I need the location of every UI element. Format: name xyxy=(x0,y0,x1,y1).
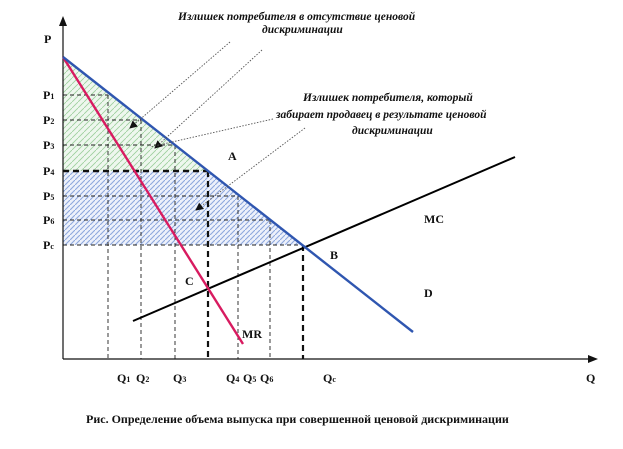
quantity-label-q3: Q3 xyxy=(173,371,186,385)
point-a-label: A xyxy=(228,149,237,163)
quantity-label-q1: Q1 xyxy=(117,371,130,385)
quantity-labels: Q1 Q2 Q3 Q4 Q5 Q6 Qc xyxy=(117,371,336,385)
price-label-p1: P1 xyxy=(43,88,54,102)
figure-caption: Рис. Определение объема выпуска при сове… xyxy=(86,412,509,426)
point-c-label: C xyxy=(185,274,194,288)
y-axis-label: P xyxy=(44,32,51,46)
quantity-label-q2: Q2 xyxy=(136,371,149,385)
annotation-mid-line3: дискриминации xyxy=(352,125,433,137)
point-b-label: B xyxy=(330,248,338,262)
quantity-label-qc: Qc xyxy=(323,371,336,385)
annotation-top-line2: дискриминации xyxy=(262,24,343,36)
price-label-p6: P6 xyxy=(43,213,54,227)
annotation-mid-line1: Излишек потребителя, который xyxy=(302,91,473,104)
d-label: D xyxy=(424,286,433,300)
mr-curve xyxy=(61,56,245,345)
quantity-label-q4: Q4 xyxy=(226,371,239,385)
vertical-guides xyxy=(107,95,271,359)
x-axis-arrow xyxy=(588,355,598,363)
price-label-p5: P5 xyxy=(43,189,54,203)
mc-label: MC xyxy=(424,212,444,226)
annotation-mid-line2: забирает продавец в результате ценовой xyxy=(275,108,487,121)
annotation-arrows xyxy=(129,41,306,211)
x-axis-label: Q xyxy=(586,371,595,385)
annotation-top-line1: Излишек потребителя в отсутствие ценовой xyxy=(177,10,416,23)
price-label-p2: P2 xyxy=(43,113,54,127)
price-label-p4: P4 xyxy=(43,164,54,178)
price-label-pc: Pc xyxy=(43,238,54,252)
y-axis-arrow xyxy=(59,16,67,26)
price-labels: P1 P2 P3 P4 P5 P6 Pc xyxy=(43,88,54,252)
quantity-label-q5: Q5 xyxy=(243,371,256,385)
demand-curve xyxy=(62,56,414,333)
mr-label: MR xyxy=(242,327,262,341)
mc-curve xyxy=(132,156,516,322)
captured-surplus-area xyxy=(63,171,303,245)
price-label-p3: P3 xyxy=(43,138,54,152)
quantity-label-q6: Q6 xyxy=(260,371,273,385)
